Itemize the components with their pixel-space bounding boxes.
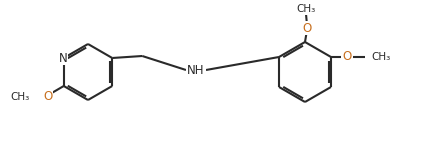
Text: N: N	[58, 52, 67, 64]
Text: CH₃: CH₃	[11, 92, 30, 102]
Text: NH: NH	[187, 64, 205, 76]
Text: O: O	[342, 50, 352, 64]
Text: O: O	[303, 21, 311, 35]
Text: CH₃: CH₃	[296, 4, 316, 14]
Text: CH₃: CH₃	[371, 52, 390, 62]
Text: O: O	[43, 90, 52, 102]
